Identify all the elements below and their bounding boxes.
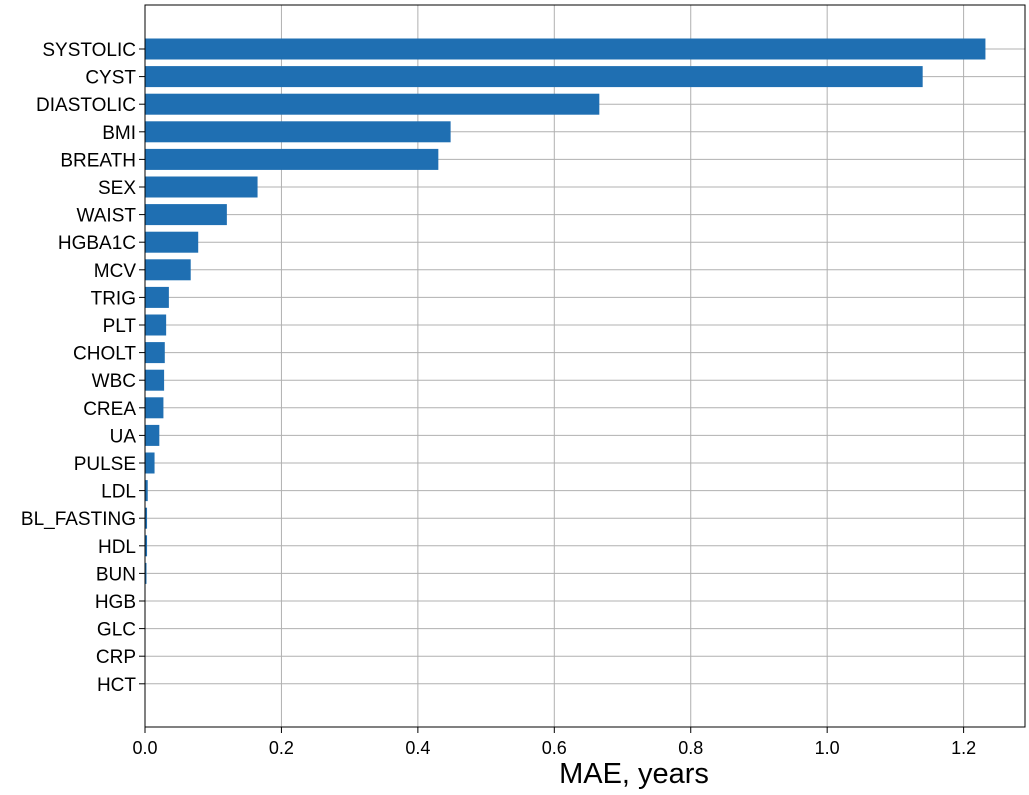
y-tick-label: BMI — [102, 123, 136, 144]
bar-ldl — [145, 480, 148, 502]
y-tick-label: WBC — [92, 371, 136, 392]
bar-cyst — [145, 66, 923, 88]
y-tick-label: SYSTOLIC — [42, 40, 136, 61]
y-tick-label: GLC — [97, 620, 136, 641]
y-tick-label: BUN — [96, 564, 136, 585]
x-axis-title: MAE, years — [559, 758, 709, 790]
bar-diastolic — [145, 93, 600, 115]
bar-hgba1c — [145, 231, 199, 253]
bar-sex — [145, 176, 258, 198]
y-tick-label: PLT — [103, 316, 137, 337]
x-tick-label: 0.0 — [132, 738, 157, 758]
bar-wbc — [145, 369, 165, 391]
x-tick-label: 0.6 — [542, 738, 567, 758]
bar-mcv — [145, 259, 191, 281]
bar-ua — [145, 424, 160, 446]
x-tick-label: 0.2 — [269, 738, 294, 758]
y-tick-label: HDL — [98, 537, 136, 558]
bars — [145, 38, 986, 584]
bar-cholt — [145, 342, 165, 364]
y-tick-label: BREATH — [60, 150, 136, 171]
y-tick-label: TRIG — [91, 288, 136, 309]
bar-bun — [145, 562, 147, 584]
bar-bmi — [145, 121, 451, 143]
y-tick-label: CRP — [96, 647, 136, 668]
y-tick-label: SEX — [98, 178, 136, 199]
y-tick-label: CHOLT — [73, 344, 136, 365]
bar-pulse — [145, 452, 155, 474]
x-tick-label: 0.8 — [678, 738, 703, 758]
bar-bl-fasting — [145, 507, 148, 529]
bar-breath — [145, 148, 439, 170]
x-tick-label: 0.4 — [405, 738, 430, 758]
bar-systolic — [145, 38, 986, 60]
y-tick-label: DIASTOLIC — [36, 95, 136, 116]
bar-trig — [145, 286, 169, 308]
bar-crea — [145, 397, 164, 419]
y-tick-labels: SYSTOLIC CYST DIASTOLIC BMI BREATH SEX WAIST HG… — [21, 40, 145, 696]
y-tick-label: HGBA1C — [58, 233, 136, 254]
y-tick-label: LDL — [101, 482, 136, 503]
bar-hdl — [145, 535, 148, 557]
bar-plt — [145, 314, 167, 336]
plot-frame — [144, 4, 1026, 728]
y-tick-label: HGB — [95, 592, 136, 613]
y-tick-label: CREA — [83, 399, 136, 420]
y-tick-label: CYST — [85, 68, 136, 89]
y-tick-label: UA — [110, 426, 137, 447]
y-tick-label: BL_FASTING — [21, 509, 136, 530]
x-ticks: 0.0 0.2 0.4 0.6 0.8 1.0 1.2 — [132, 727, 976, 758]
y-tick-label: PULSE — [74, 454, 136, 475]
y-tick-label: MCV — [94, 261, 137, 282]
y-tick-label: HCT — [97, 675, 136, 696]
y-tick-label: WAIST — [77, 206, 137, 227]
x-tick-label: 1.0 — [815, 738, 840, 758]
x-tick-label: 1.2 — [951, 738, 976, 758]
bar-waist — [145, 204, 227, 226]
